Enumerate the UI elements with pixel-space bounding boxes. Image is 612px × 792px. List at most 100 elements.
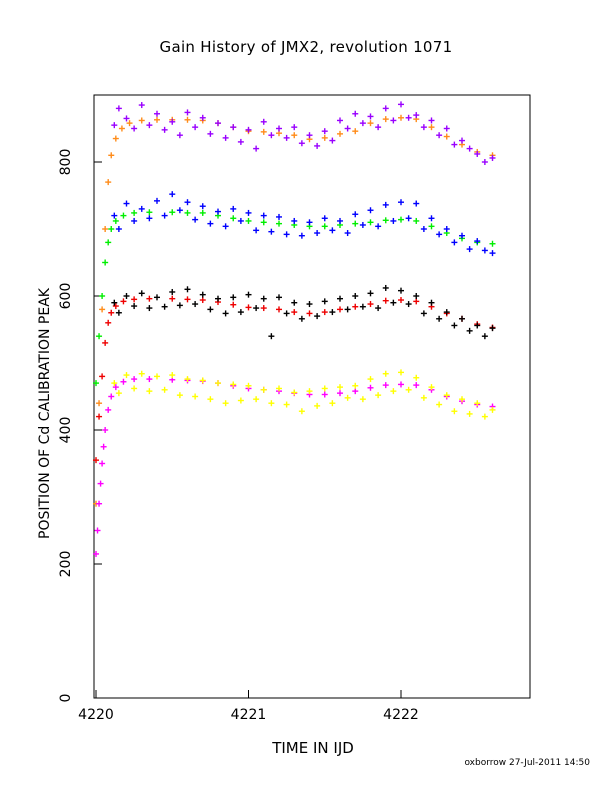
data-point (276, 213, 282, 220)
data-point (337, 217, 343, 224)
data-point (154, 110, 160, 117)
data-point (237, 309, 244, 316)
data-point (97, 480, 104, 487)
data-point (96, 333, 103, 340)
data-point (154, 116, 160, 123)
data-point (268, 400, 275, 407)
x-axis-label: TIME IN IJD (272, 739, 354, 757)
data-point (99, 293, 106, 299)
data-point (382, 105, 389, 112)
data-point (443, 133, 450, 140)
data-point (215, 295, 221, 302)
data-point (237, 138, 244, 145)
data-point (329, 309, 336, 316)
data-point (413, 374, 420, 381)
data-point (176, 392, 183, 399)
data-point (459, 315, 465, 322)
data-point (314, 313, 321, 320)
data-point (102, 427, 109, 433)
data-point (367, 219, 374, 226)
data-point (375, 124, 382, 131)
data-point (321, 215, 328, 222)
data-point (169, 118, 176, 125)
data-point (184, 376, 191, 383)
data-point (344, 125, 351, 132)
data-point (154, 197, 160, 204)
data-point (276, 125, 282, 132)
data-point (112, 384, 119, 391)
chart-title: Gain History of JMX2, revolution 1071 (159, 38, 453, 56)
data-point (428, 124, 435, 131)
data-point (321, 298, 328, 305)
data-point (314, 402, 321, 409)
data-point (344, 306, 351, 313)
data-point (283, 134, 290, 141)
x-tick-label: 4221 (231, 707, 267, 723)
data-point (298, 315, 305, 322)
data-point (199, 377, 206, 384)
data-point (260, 305, 267, 312)
data-point (451, 408, 458, 415)
data-point (474, 400, 481, 407)
data-point (253, 145, 260, 152)
data-point (276, 220, 282, 227)
data-point (120, 212, 127, 219)
data-point (192, 301, 199, 308)
data-point (207, 396, 214, 403)
y-axis-label: POSITION OF Cd CALIBRATION PEAK (37, 287, 53, 539)
data-point (96, 500, 103, 507)
data-point (443, 226, 450, 232)
data-point (115, 226, 122, 232)
data-point (245, 304, 252, 311)
data-point (245, 382, 252, 389)
data-point (199, 203, 206, 210)
data-point (112, 135, 119, 142)
data-point (291, 217, 298, 224)
data-point (260, 128, 267, 135)
data-point (466, 410, 473, 417)
data-point (390, 117, 397, 124)
data-point (298, 408, 305, 415)
data-point (390, 299, 397, 306)
data-point (481, 159, 488, 165)
data-point (367, 113, 374, 120)
data-point (283, 231, 290, 238)
data-point (100, 443, 107, 450)
data-point (459, 232, 465, 239)
data-point (111, 122, 118, 129)
data-point (102, 259, 109, 266)
data-point (413, 112, 420, 119)
data-point (352, 211, 359, 218)
data-point (367, 376, 374, 383)
data-point (123, 372, 130, 379)
data-point (359, 303, 366, 310)
data-point (474, 150, 481, 157)
data-point (405, 386, 412, 393)
data-point (268, 132, 275, 139)
data-point (99, 306, 106, 313)
data-point (138, 290, 145, 297)
data-point (93, 550, 99, 557)
data-point (169, 372, 176, 379)
data-point (291, 309, 298, 316)
data-point (451, 322, 458, 329)
y-tick-label: 0 (58, 694, 74, 703)
data-point (199, 297, 206, 304)
data-point (222, 310, 229, 317)
data-point (398, 114, 404, 121)
data-point (352, 382, 359, 389)
data-point (268, 228, 275, 235)
data-point (230, 215, 237, 222)
data-point (138, 205, 145, 212)
data-point (108, 309, 115, 316)
data-point (230, 381, 237, 388)
data-point (115, 309, 122, 316)
data-point (176, 302, 183, 309)
data-point (184, 296, 191, 303)
data-point (443, 309, 450, 316)
data-point (474, 238, 481, 245)
data-point (154, 373, 160, 380)
data-point (344, 230, 351, 237)
data-point (489, 240, 496, 247)
data-point (199, 291, 206, 298)
